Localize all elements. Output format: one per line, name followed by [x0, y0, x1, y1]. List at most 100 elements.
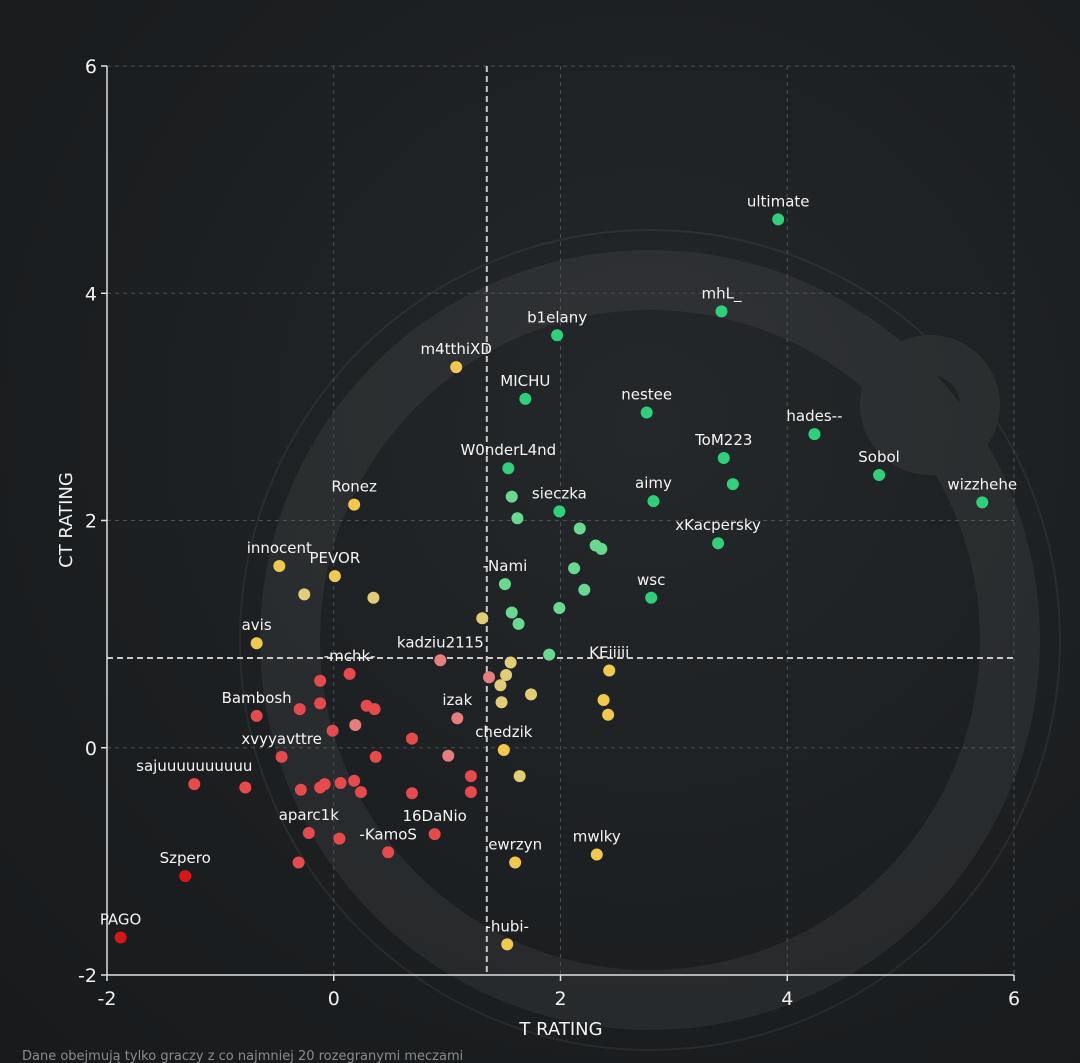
data-point [640, 406, 653, 419]
data-point [250, 637, 263, 650]
point-label: wsc [637, 571, 665, 589]
data-point [464, 770, 477, 783]
x-tick-label: -2 [98, 988, 117, 1010]
data-point [505, 606, 518, 619]
data-point [179, 870, 192, 883]
x-tick-label: 0 [328, 988, 340, 1010]
data-point [568, 562, 581, 575]
point-label: b1elany [527, 308, 587, 326]
data-point [348, 774, 361, 787]
x-tick-label: 2 [554, 988, 566, 1010]
data-point [509, 856, 522, 869]
data-point [368, 703, 381, 716]
data-point [314, 697, 327, 710]
data-point [298, 588, 311, 601]
x-axis-title: T RATING [518, 1019, 602, 1040]
point-label: xKacpersky [675, 516, 761, 534]
point-label: -KamoS [359, 825, 417, 843]
y-axis-title: CT RATING [56, 472, 77, 568]
data-point [498, 578, 511, 591]
data-point [976, 496, 989, 509]
data-point [464, 786, 477, 799]
data-points [114, 213, 989, 951]
point-label: innocent [247, 539, 312, 557]
data-point [314, 781, 327, 794]
point-label: izak [442, 691, 472, 709]
data-point [772, 213, 785, 226]
data-point [597, 694, 610, 707]
data-point [333, 832, 346, 845]
y-tick-label: 0 [85, 738, 97, 760]
data-point [476, 612, 489, 625]
data-point [434, 654, 447, 667]
data-point [602, 708, 615, 721]
data-point [302, 826, 315, 839]
data-point [873, 469, 886, 482]
data-point [519, 392, 532, 405]
data-point [273, 559, 286, 572]
point-label: sajuuuuuuuuuu [136, 757, 252, 775]
data-point [294, 783, 307, 796]
point-label: PAGO [100, 911, 142, 929]
point-label: nestee [621, 386, 672, 404]
data-point [428, 828, 441, 841]
point-label: Szpero [160, 849, 211, 867]
data-point [405, 787, 418, 800]
data-point [239, 781, 252, 794]
data-point [553, 601, 566, 614]
data-point [497, 744, 510, 757]
data-point [450, 361, 463, 374]
point-label: hades-- [786, 407, 842, 425]
point-label: Bambosh [222, 689, 292, 707]
point-label: m4tthiXD [420, 340, 491, 358]
data-point [603, 664, 616, 677]
point-label: ToM223 [694, 431, 752, 449]
data-point [553, 505, 566, 518]
data-point [645, 591, 658, 604]
tick-labels: -2 0 2 4 6 -2 0 2 4 6 [78, 56, 1020, 1010]
point-labels: ultimate mhL_ b1elany m4tthiXD MICHU nestee ha… [100, 192, 1017, 935]
point-label: sieczka [532, 484, 587, 502]
data-point [188, 778, 201, 791]
data-point [715, 305, 728, 318]
data-point [114, 931, 127, 944]
average-lines [107, 66, 1014, 975]
data-point [551, 329, 564, 342]
data-point [590, 848, 603, 861]
data-point [354, 786, 367, 799]
data-point [334, 776, 347, 789]
y-tick-label: 2 [85, 511, 97, 533]
y-tick-label: 4 [85, 283, 97, 305]
data-point [501, 938, 514, 951]
data-point [369, 750, 382, 763]
data-point [405, 732, 418, 745]
data-point [500, 669, 513, 682]
data-point [494, 679, 507, 692]
data-point [513, 770, 526, 783]
data-point [328, 570, 341, 583]
point-label: mwlky [573, 828, 621, 846]
data-point [543, 648, 556, 661]
point-label: ewrzyn [488, 836, 542, 854]
point-label: -Nami [483, 557, 528, 575]
point-label: -mchk- [324, 647, 376, 665]
data-point [314, 674, 327, 687]
data-point [712, 537, 725, 550]
point-label: PEVOR [310, 549, 361, 567]
data-point [382, 846, 395, 859]
data-point [442, 749, 455, 762]
data-point [495, 696, 508, 709]
data-point [573, 522, 586, 535]
data-point [367, 591, 380, 604]
data-point [578, 583, 591, 596]
data-point [293, 703, 306, 716]
point-label: mhL_ [702, 284, 742, 303]
x-tick-label: 6 [1008, 988, 1020, 1010]
data-point [808, 428, 821, 441]
point-label: aimy [635, 474, 672, 492]
point-label: aparc1k [279, 806, 340, 824]
data-point [512, 617, 525, 630]
y-tick-label: 6 [85, 56, 97, 78]
x-tick-label: 4 [781, 988, 793, 1010]
